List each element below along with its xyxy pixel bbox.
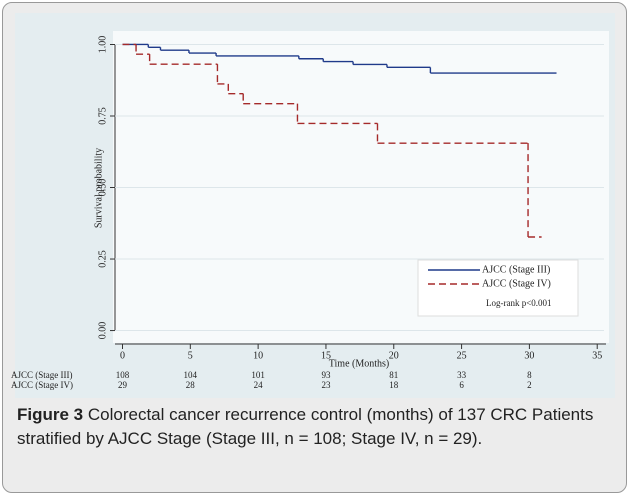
x-tick-label: 35 — [592, 350, 602, 361]
y-tick-label: 0.25 — [97, 250, 108, 268]
legend-label: AJCC (Stage IV) — [482, 278, 551, 289]
risk-count: 6 — [459, 380, 464, 390]
annotation: Log-rank p<0.001 — [486, 298, 552, 308]
x-tick-label: 5 — [188, 350, 193, 361]
risk-count: 24 — [254, 380, 264, 390]
x-tick-label: 10 — [253, 350, 263, 361]
x-tick-label: 30 — [524, 350, 534, 361]
risk-count: 8 — [527, 370, 532, 380]
risk-count: 93 — [321, 370, 331, 380]
risk-count: 18 — [389, 380, 399, 390]
risk-count: 108 — [116, 370, 130, 380]
risk-count: 101 — [251, 370, 265, 380]
caption: Figure 3 Colorectal cancer recurrence co… — [17, 403, 617, 451]
risk-count: 29 — [118, 380, 128, 390]
y-tick-label: 1.00 — [97, 36, 108, 54]
y-tick-label: 0.50 — [97, 179, 108, 197]
risk-count: 104 — [184, 370, 198, 380]
caption-text: Colorectal cancer recurrence control (mo… — [17, 405, 594, 448]
legend-label: AJCC (Stage III) — [482, 264, 550, 275]
risk-count: 33 — [457, 370, 467, 380]
y-tick-label: 0.75 — [97, 107, 108, 125]
y-axis-title: Survival probability — [93, 148, 104, 228]
risk-row-label: AJCC (Stage III) — [11, 370, 73, 380]
risk-count: 23 — [321, 380, 331, 390]
x-tick-label: 0 — [120, 350, 125, 361]
x-tick-label: 25 — [457, 350, 467, 361]
risk-count: 28 — [186, 380, 196, 390]
risk-count: 81 — [389, 370, 398, 380]
risk-row-label: AJCC (Stage IV) — [11, 380, 73, 390]
risk-count: 2 — [527, 380, 532, 390]
chart: Survival probability Time (Months) 0.00 0… — [11, 13, 615, 398]
y-tick-label: 0.00 — [97, 322, 108, 340]
x-tick-label: 15 — [321, 350, 331, 361]
x-axis-title: Time (Months) — [329, 358, 389, 369]
x-tick-label: 20 — [389, 350, 399, 361]
caption-label: Figure 3 — [17, 405, 84, 424]
